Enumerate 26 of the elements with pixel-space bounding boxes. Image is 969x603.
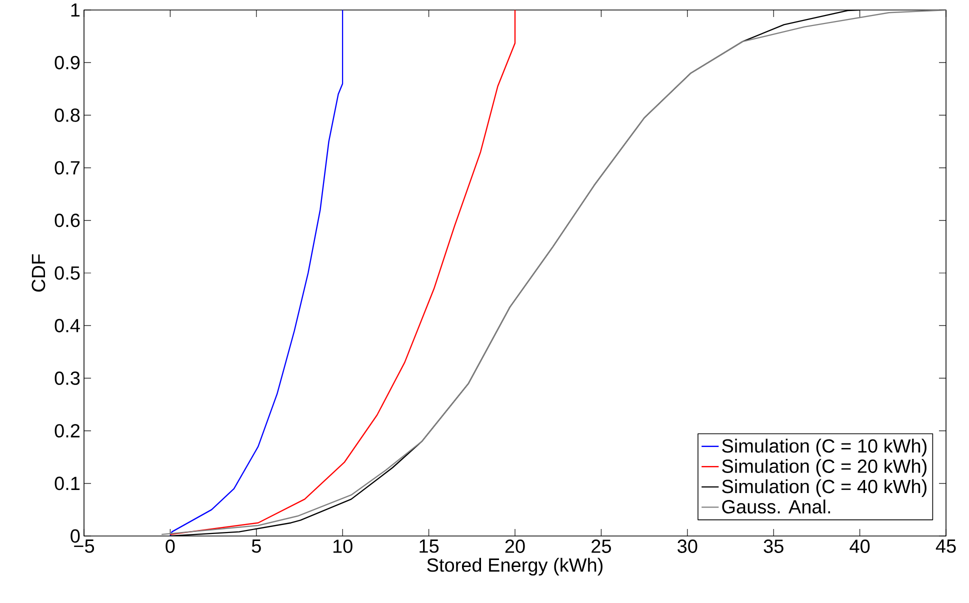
y-tick-label: 0.3 [54,371,80,385]
y-tick-label: 1 [71,3,80,17]
y-tick-label: 0.6 [54,214,80,228]
x-tick-label: 0 [166,540,175,553]
legend-label: Simulation (C = 10 kWh) [722,438,926,456]
x-tick-label: 10 [333,540,352,553]
x-tick-label: 30 [678,540,698,553]
y-tick-label: 0.1 [54,476,80,490]
x-tick-label: 45 [936,540,956,553]
y-tick-label: 0.4 [54,318,80,332]
x-tick-label: 20 [505,540,525,553]
y-tick-label: 0.9 [54,56,80,70]
x-tick-label: 35 [764,540,784,553]
legend-label: Gauss. Anal. [722,500,830,514]
y-tick-label: 0.2 [54,424,80,438]
x-axis-title: Stored Energy (kWh) [427,558,602,576]
x-tick-label: 40 [850,540,870,553]
y-axis-title: CDF [32,254,46,292]
x-tick-label: 25 [592,540,611,553]
legend-label: Simulation (C = 40 kWh) [722,479,926,497]
legend-label: Simulation (C = 20 kWh) [722,459,926,477]
y-tick-label: 0.8 [54,108,80,122]
x-tick-label: 15 [420,540,439,553]
y-tick-label: 0.5 [54,266,80,280]
x-tick-label: 5 [252,540,261,553]
y-tick-label: 0.7 [54,161,80,175]
